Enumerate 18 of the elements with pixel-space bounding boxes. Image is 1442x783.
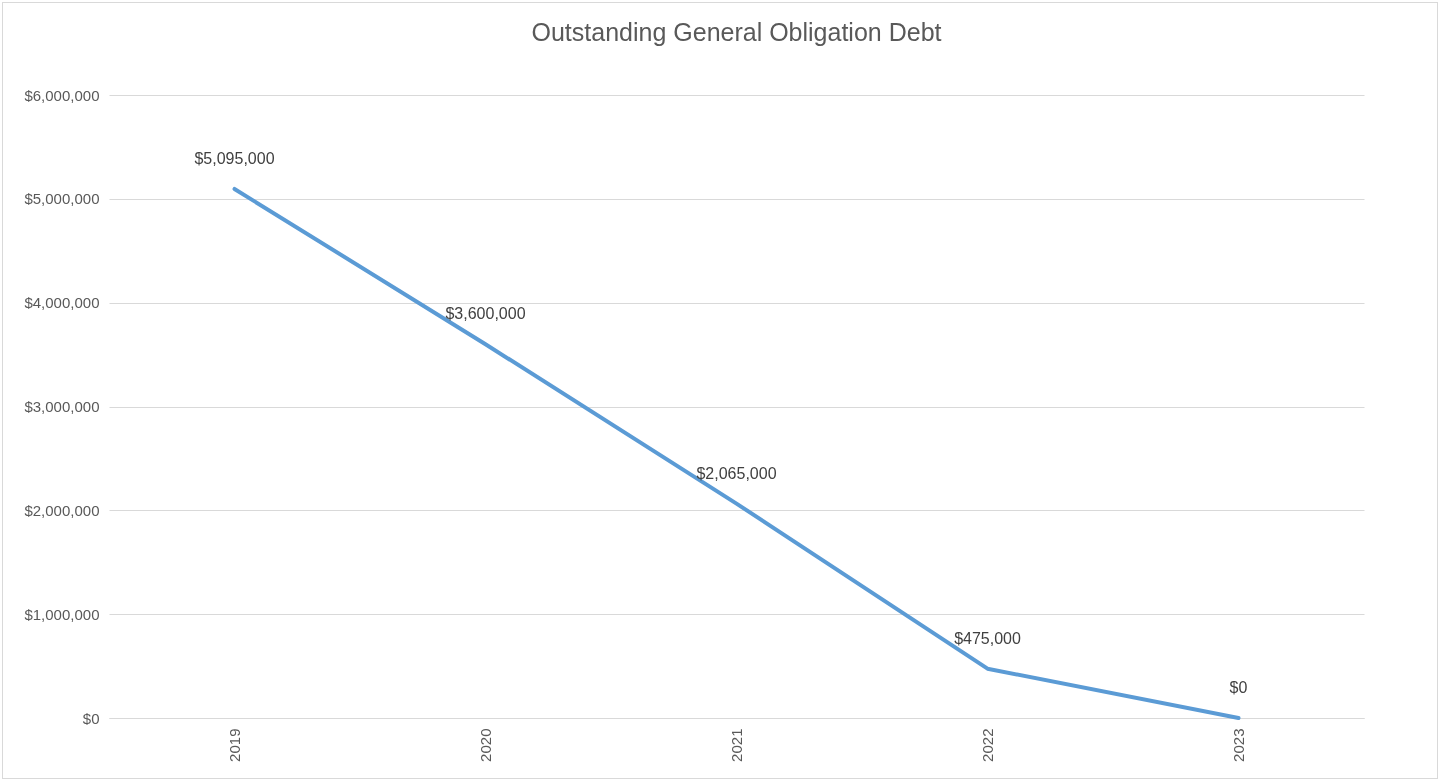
y-tick-label: $2,000,000 — [24, 501, 100, 519]
y-tick-label: $6,000,000 — [24, 86, 100, 104]
y-tick-label: $5,000,000 — [24, 190, 100, 208]
y-tick-label: $1,000,000 — [24, 605, 100, 623]
y-tick-label: $0 — [82, 709, 100, 727]
data-label: $3,600,000 — [445, 305, 526, 323]
x-tick-label: 2022 — [979, 728, 996, 762]
y-tick-label: $4,000,000 — [24, 294, 100, 312]
data-label: $2,065,000 — [696, 464, 777, 482]
data-label: $0 — [1229, 679, 1248, 696]
x-tick-label: 2021 — [728, 728, 745, 762]
data-label: $5,095,000 — [194, 149, 275, 167]
chart-title: Outstanding General Obligation Debt — [531, 18, 942, 46]
y-tick-label: $3,000,000 — [24, 398, 100, 415]
x-tick-label: 2019 — [226, 728, 243, 762]
x-tick-label: 2020 — [477, 728, 494, 762]
data-label: $475,000 — [954, 629, 1021, 647]
x-tick-label: 2023 — [1230, 728, 1247, 762]
